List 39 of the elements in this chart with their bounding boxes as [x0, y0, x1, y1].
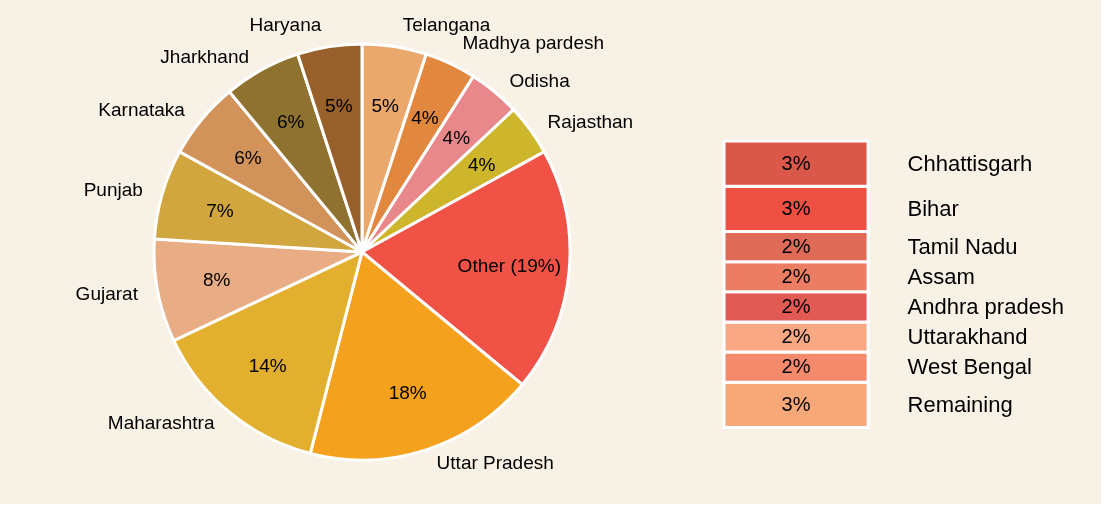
slice-label: Maharashtra — [107, 412, 215, 434]
series-label: Bihar — [907, 195, 959, 221]
slice-label: Jharkhand — [160, 46, 250, 68]
series-label: Andhra pradesh — [907, 293, 1065, 319]
data-label: Other (19%) — [457, 254, 562, 276]
series-label: Remaining — [907, 391, 1013, 417]
data-label: 3% — [781, 196, 811, 219]
series-label: Tamil Nadu — [907, 233, 1018, 259]
data-label: 5% — [325, 94, 353, 116]
data-label: 4% — [411, 107, 439, 129]
data-label: 2% — [781, 264, 811, 287]
slice-label: Telangana — [402, 13, 491, 35]
series-label: Chhattisgarh — [907, 150, 1033, 176]
series-label: Uttarakhand — [907, 324, 1028, 350]
data-label: 6% — [234, 146, 262, 168]
series-label: West Bengal — [907, 354, 1032, 380]
slice-label: Madhya pardesh — [462, 32, 605, 54]
data-label: 6% — [276, 111, 305, 133]
data-label: 2% — [781, 355, 811, 378]
data-label: 4% — [442, 126, 471, 148]
slice-label: Uttar Pradesh — [436, 452, 554, 474]
data-label: 4% — [468, 154, 496, 176]
slice-label: Haryana — [249, 13, 322, 35]
series-label: Assam — [907, 263, 975, 289]
slice-label: Punjab — [83, 179, 143, 201]
data-label: 7% — [206, 199, 234, 221]
slice-label: Rajasthan — [547, 110, 634, 132]
slice-label: Odisha — [509, 69, 571, 91]
data-label: 2% — [781, 234, 811, 257]
data-label: 2% — [781, 325, 811, 348]
data-label: 3% — [781, 151, 811, 174]
data-label: 8% — [202, 268, 231, 290]
data-label: 2% — [781, 294, 811, 317]
data-label: 3% — [781, 392, 811, 415]
data-label: 18% — [388, 381, 427, 403]
slice-label: Karnataka — [98, 99, 186, 121]
data-label: 5% — [371, 94, 399, 116]
data-label: 14% — [248, 355, 287, 377]
slice-label: Gujarat — [75, 282, 139, 304]
